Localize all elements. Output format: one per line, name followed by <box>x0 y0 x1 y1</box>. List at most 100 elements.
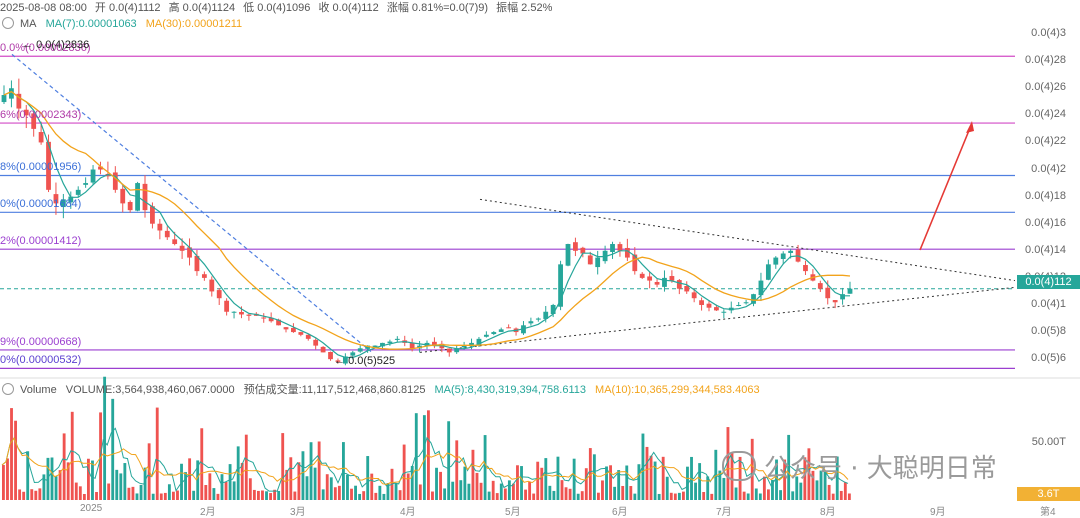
volume-bar <box>418 484 422 500</box>
candle-body <box>83 183 89 185</box>
volume-bar <box>119 473 123 500</box>
candle-body <box>201 274 207 278</box>
volume-bar <box>516 465 519 500</box>
ma-label[interactable]: MA <box>20 18 37 30</box>
volume-bar <box>483 435 487 500</box>
candle-body <box>654 281 660 285</box>
ohlc-header: 2025-08-08 08:00 开 0.0(4)1112 高 0.0(4)11… <box>0 0 1080 16</box>
volume-bar <box>843 482 847 500</box>
volume-bar <box>653 461 657 500</box>
candle-body <box>684 285 690 292</box>
candle-body <box>573 242 578 251</box>
candle-body <box>550 304 556 315</box>
volume-bar <box>746 493 750 500</box>
candle-body <box>432 341 437 346</box>
candle-body <box>350 352 356 356</box>
volume-ma-lines <box>1 427 849 492</box>
candle-body <box>847 288 853 294</box>
volume-bar <box>677 492 681 500</box>
header-change: 涨幅 0.81%=0.0(7)9) <box>386 2 489 14</box>
volume-bar <box>495 493 499 500</box>
volume-bar <box>443 488 447 500</box>
volume-bar <box>285 469 289 500</box>
volume-bar <box>22 491 26 500</box>
candle-body <box>75 189 81 195</box>
volume-bar <box>649 455 653 500</box>
volume-bar <box>499 483 503 500</box>
candle-body <box>535 318 541 320</box>
volume-bar <box>479 482 483 500</box>
wechat-logo-icon <box>722 451 756 481</box>
volume-bar <box>451 481 455 500</box>
candle-body <box>580 247 586 254</box>
candle-body <box>624 247 630 258</box>
volume-bar <box>487 491 491 500</box>
fib-label: 0.0%(0.00002836) <box>0 42 91 55</box>
candle-body <box>558 264 563 307</box>
volume-bar <box>540 467 544 500</box>
price-tick-label: 0.0(4)1 <box>1031 297 1066 310</box>
volume-bar <box>269 493 272 500</box>
candle-body <box>150 206 155 224</box>
volume-value: VOLUME:3,564,938,460,067.0000 <box>65 384 235 396</box>
volume-bar <box>14 420 17 500</box>
volume-bar <box>815 480 819 500</box>
volume-bar <box>30 489 34 500</box>
candle-body <box>736 304 742 306</box>
volume-bar <box>87 458 90 500</box>
volume-bar <box>783 459 787 500</box>
candle-body <box>669 276 675 281</box>
volume-bar <box>58 470 62 500</box>
volume-bar <box>382 493 386 500</box>
price-tick-label: 0.0(4)2 <box>1031 162 1066 175</box>
candle-body <box>498 329 504 332</box>
volume-bar <box>803 457 807 500</box>
volume-bar <box>831 493 835 500</box>
candle-body <box>773 257 779 265</box>
volume-bar <box>135 493 139 500</box>
visibility-toggle-icon[interactable] <box>2 17 14 29</box>
candle-body <box>1 95 7 103</box>
header-open: 开 0.0(4)1112 <box>94 2 161 14</box>
low-marker: ← 0.0(5)525 <box>334 355 396 367</box>
volume-bar <box>220 474 224 500</box>
volume-bar <box>159 493 163 500</box>
candle-body <box>743 302 749 304</box>
volume-visibility-icon[interactable] <box>2 383 14 395</box>
volume-bar <box>176 490 179 500</box>
volume-bar <box>329 477 333 500</box>
volume-bar <box>74 482 78 500</box>
candle-body <box>23 109 29 116</box>
volume-bar <box>281 433 285 500</box>
volume-bar <box>200 428 204 500</box>
volume-label[interactable]: Volume <box>20 384 57 396</box>
volume-bar <box>317 441 321 500</box>
watermark: 公众号 · 大聪明日常 <box>722 448 997 485</box>
candle-body <box>528 321 534 324</box>
trendlines <box>11 53 1016 353</box>
volume-bar <box>261 490 264 500</box>
candle-body <box>699 300 704 305</box>
volume-bar <box>107 483 111 500</box>
volume-bar <box>665 476 669 500</box>
volume-bar <box>333 487 337 500</box>
header-amplitude: 振幅 2.52% <box>496 2 553 14</box>
volume-bar <box>224 481 228 500</box>
volume-bar <box>528 481 532 500</box>
candle-body <box>632 254 638 272</box>
candle-body <box>780 253 786 259</box>
volume-bar <box>754 488 758 500</box>
volume-bar <box>38 488 42 500</box>
arrow-shaft <box>919 127 971 251</box>
volume-bar <box>467 483 471 500</box>
volume-bar <box>289 457 293 500</box>
volume-bar <box>435 467 438 500</box>
header-close: 收 0.0(4)112 <box>318 2 379 14</box>
volume-bar <box>143 467 147 500</box>
volume-bar <box>208 473 212 500</box>
volume-bar <box>180 463 183 500</box>
volume-bar <box>62 433 66 500</box>
volume-bar <box>572 458 576 500</box>
volume-bar <box>702 491 706 500</box>
